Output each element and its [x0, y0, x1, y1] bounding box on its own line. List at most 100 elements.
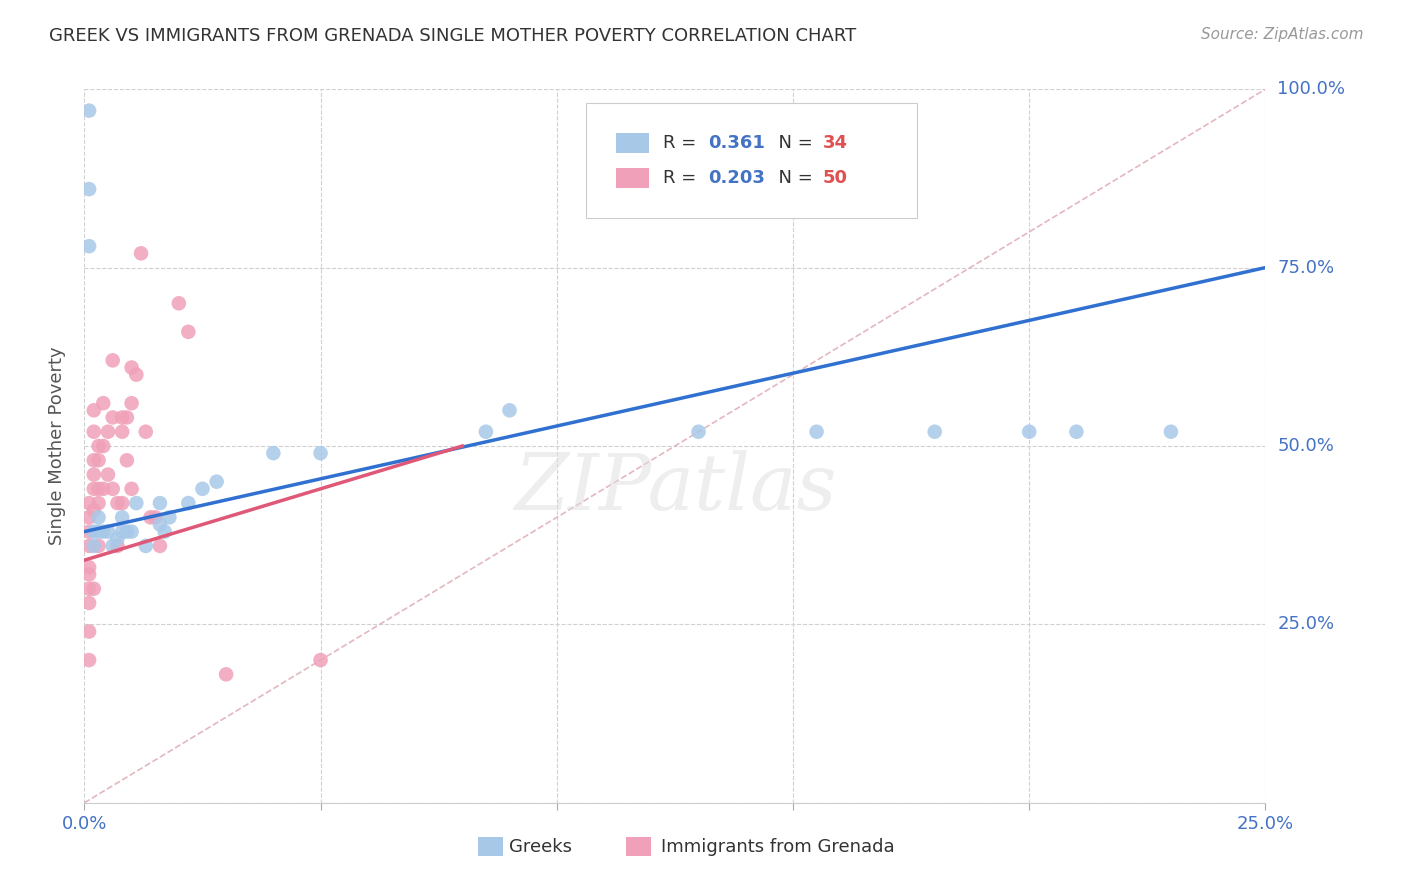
Point: [87, 439, 110, 453]
Point: [121, 360, 143, 375]
Text: Greeks: Greeks: [509, 838, 572, 855]
Point: [91, 524, 114, 539]
Point: [87, 496, 110, 510]
Point: [107, 496, 129, 510]
Text: Source: ZipAtlas.com: Source: ZipAtlas.com: [1201, 27, 1364, 42]
Point: [149, 496, 172, 510]
Point: [77, 582, 100, 596]
Text: 0.361: 0.361: [709, 134, 765, 152]
FancyBboxPatch shape: [616, 169, 650, 188]
Point: [83, 403, 105, 417]
Text: Immigrants from Grenada: Immigrants from Grenada: [661, 838, 894, 855]
Text: 75.0%: 75.0%: [1277, 259, 1334, 277]
Point: [157, 510, 180, 524]
Point: [115, 524, 138, 539]
Point: [111, 425, 134, 439]
Point: [215, 667, 238, 681]
Point: [101, 539, 124, 553]
Point: [83, 467, 105, 482]
Point: [688, 425, 710, 439]
Point: [143, 510, 166, 524]
Point: [77, 560, 100, 574]
Point: [125, 368, 148, 382]
Text: GREEK VS IMMIGRANTS FROM GRENADA SINGLE MOTHER POVERTY CORRELATION CHART: GREEK VS IMMIGRANTS FROM GRENADA SINGLE …: [49, 27, 856, 45]
Point: [77, 567, 100, 582]
Point: [101, 353, 124, 368]
Point: [149, 539, 172, 553]
Text: 50.0%: 50.0%: [1277, 437, 1334, 455]
Text: N =: N =: [768, 169, 818, 187]
Point: [101, 410, 124, 425]
Point: [77, 103, 100, 118]
Point: [107, 532, 129, 546]
Point: [262, 446, 284, 460]
Point: [87, 510, 110, 524]
Text: 0.203: 0.203: [709, 169, 765, 187]
Point: [121, 524, 143, 539]
Point: [87, 453, 110, 467]
Text: 25.0%: 25.0%: [1277, 615, 1334, 633]
Text: 100.0%: 100.0%: [1277, 80, 1346, 98]
Y-axis label: Single Mother Poverty: Single Mother Poverty: [48, 347, 66, 545]
Point: [129, 246, 152, 260]
Point: [125, 496, 148, 510]
Text: 34: 34: [823, 134, 848, 152]
Point: [111, 410, 134, 425]
Point: [121, 396, 143, 410]
Point: [91, 439, 114, 453]
Point: [1160, 425, 1182, 439]
Point: [77, 653, 100, 667]
Point: [87, 482, 110, 496]
Point: [309, 446, 332, 460]
Point: [83, 539, 105, 553]
Point: [1066, 425, 1088, 439]
Point: [83, 582, 105, 596]
Point: [77, 524, 100, 539]
Point: [77, 496, 100, 510]
Point: [498, 403, 520, 417]
Point: [87, 539, 110, 553]
Point: [806, 425, 828, 439]
Point: [115, 453, 138, 467]
Point: [309, 653, 332, 667]
Text: ZIPatlas: ZIPatlas: [513, 450, 837, 527]
Point: [101, 482, 124, 496]
Point: [924, 425, 946, 439]
Point: [135, 539, 157, 553]
Point: [77, 624, 100, 639]
Point: [77, 596, 100, 610]
Point: [77, 539, 100, 553]
Point: [1018, 425, 1040, 439]
Text: R =: R =: [664, 134, 702, 152]
Point: [83, 482, 105, 496]
Point: [97, 467, 120, 482]
Point: [107, 539, 129, 553]
Point: [153, 524, 176, 539]
Point: [139, 510, 162, 524]
FancyBboxPatch shape: [616, 133, 650, 153]
Point: [97, 425, 120, 439]
FancyBboxPatch shape: [586, 103, 917, 218]
Point: [135, 425, 157, 439]
Point: [83, 453, 105, 467]
Text: R =: R =: [664, 169, 702, 187]
Text: 50: 50: [823, 169, 848, 187]
Point: [111, 510, 134, 524]
Point: [83, 503, 105, 517]
Point: [177, 325, 200, 339]
Point: [77, 182, 100, 196]
Point: [87, 524, 110, 539]
Point: [111, 524, 134, 539]
Point: [97, 524, 120, 539]
Point: [121, 482, 143, 496]
Point: [475, 425, 498, 439]
Point: [167, 296, 190, 310]
Point: [91, 396, 114, 410]
Point: [115, 410, 138, 425]
Point: [205, 475, 228, 489]
Point: [149, 517, 172, 532]
Text: N =: N =: [768, 134, 818, 152]
Point: [111, 496, 134, 510]
Point: [177, 496, 200, 510]
Point: [83, 425, 105, 439]
